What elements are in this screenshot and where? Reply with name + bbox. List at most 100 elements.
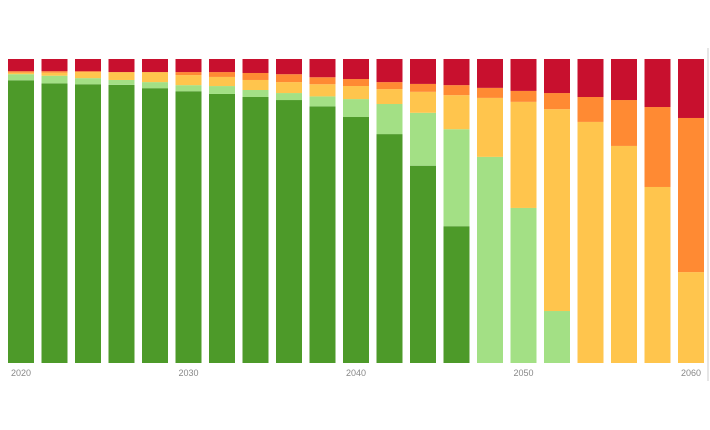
bar-segment-2022-s4: [41, 59, 68, 72]
bar-segment-2038-s4: [309, 59, 336, 78]
bar-segment-2052-s1: [544, 311, 570, 363]
x-tick-label: 2030: [178, 368, 198, 378]
bar-segment-2060-s3: [678, 117, 704, 273]
bar-segment-2028-s4: [142, 59, 168, 73]
bar-segment-2020-s1: [8, 74, 34, 81]
bar-segment-2028-s1: [142, 82, 168, 89]
bar-segment-2038-s2: [309, 84, 336, 97]
bar-segment-2036-s4: [276, 59, 302, 75]
bar-segment-2040-s0: [343, 117, 369, 363]
bar-segment-2044-s1: [410, 112, 436, 166]
bar-segment-2032-s3: [209, 72, 235, 77]
bar-segment-2036-s3: [276, 74, 302, 83]
bar-segment-2020-s4: [8, 59, 34, 72]
bar-segment-2034-s0: [242, 97, 269, 363]
bar-segment-2024-s1: [75, 78, 101, 85]
bar-segment-2042-s1: [376, 103, 403, 135]
bar-segment-2036-s0: [276, 100, 302, 363]
bar-segment-2044-s2: [410, 91, 436, 113]
bar-segment-2054-s4: [577, 59, 604, 97]
bar-segment-2032-s0: [209, 93, 235, 364]
x-axis-ticks: 2020 2030 2040 2050 2060: [11, 368, 701, 378]
bar-segment-2032-s4: [209, 59, 235, 73]
bar-segment-2056-s3: [611, 100, 637, 146]
bar-segment-2060-s2: [678, 272, 704, 363]
bar-segment-2020-s3: [8, 71, 34, 73]
bar-segment-2050-s2: [510, 101, 537, 208]
bar-segment-2038-s1: [309, 96, 336, 107]
bar-segment-2054-s2: [577, 121, 604, 363]
bar-segment-2046-s1: [443, 129, 470, 227]
bar-segment-2048-s1: [477, 156, 503, 363]
bar-segment-2022-s2: [41, 72, 68, 76]
bar-segment-2034-s3: [242, 72, 269, 80]
bar-segment-2040-s4: [343, 59, 369, 80]
bar-segment-2026-s2: [108, 72, 135, 80]
bar-segment-2044-s3: [410, 83, 436, 92]
bar-segment-2026-s1: [108, 79, 135, 85]
bar-segment-2030-s2: [175, 75, 202, 86]
bar-segment-2038-s0: [309, 106, 336, 363]
bar-segment-2022-s1: [41, 75, 68, 84]
bars-group: [8, 59, 704, 364]
bar-segment-2024-s3: [75, 71, 101, 73]
x-tick-label: 2050: [513, 368, 533, 378]
bar-segment-2042-s2: [376, 89, 403, 104]
bar-segment-2046-s4: [443, 59, 470, 86]
bar-segment-2028-s2: [142, 72, 168, 83]
bar-segment-2046-s3: [443, 85, 470, 96]
bar-segment-2028-s0: [142, 88, 168, 364]
x-tick-label: 2040: [346, 368, 366, 378]
bar-segment-2024-s2: [75, 72, 101, 79]
bar-segment-2042-s3: [376, 82, 403, 90]
bar-segment-2024-s0: [75, 84, 101, 364]
bar-segment-2040-s1: [343, 99, 369, 118]
bar-segment-2044-s0: [410, 165, 436, 363]
bar-segment-2042-s0: [376, 134, 403, 363]
bar-segment-2030-s1: [175, 85, 202, 92]
bar-segment-2022-s3: [41, 71, 68, 73]
bar-segment-2042-s4: [376, 59, 403, 83]
bar-segment-2038-s3: [309, 77, 336, 85]
bar-segment-2034-s4: [242, 59, 269, 73]
bar-segment-2020-s0: [8, 80, 34, 363]
x-tick-label: 2020: [11, 368, 31, 378]
bar-segment-2050-s1: [510, 207, 537, 363]
bar-segment-2044-s4: [410, 59, 436, 84]
bar-segment-2058-s3: [644, 107, 671, 187]
bar-segment-2054-s3: [577, 97, 604, 122]
bar-segment-2030-s3: [175, 72, 202, 76]
bar-segment-2052-s2: [544, 109, 570, 312]
bar-segment-2048-s2: [477, 97, 503, 157]
bar-segment-2058-s4: [644, 59, 671, 108]
bar-segment-2032-s2: [209, 76, 235, 87]
bar-segment-2058-s2: [644, 186, 671, 363]
bar-segment-2052-s4: [544, 59, 570, 94]
bar-segment-2034-s1: [242, 90, 269, 97]
bar-segment-2050-s3: [510, 90, 537, 102]
bar-segment-2026-s4: [108, 59, 135, 73]
bar-segment-2034-s2: [242, 79, 269, 91]
bar-segment-2048-s3: [477, 87, 503, 98]
bar-segment-2030-s0: [175, 91, 202, 363]
bar-segment-2056-s2: [611, 145, 637, 363]
bar-segment-2036-s2: [276, 82, 302, 94]
bar-segment-2056-s4: [611, 59, 637, 101]
bar-segment-2046-s0: [443, 226, 470, 363]
bar-segment-2046-s2: [443, 95, 470, 130]
bar-segment-2032-s1: [209, 86, 235, 94]
bar-segment-2048-s4: [477, 59, 503, 88]
bar-segment-2060-s4: [678, 59, 704, 118]
x-tick-label: 2060: [681, 368, 701, 378]
bar-segment-2040-s2: [343, 86, 369, 100]
bar-segment-2030-s4: [175, 59, 202, 73]
bar-segment-2024-s4: [75, 59, 101, 72]
bar-segment-2026-s0: [108, 84, 135, 363]
bar-segment-2036-s1: [276, 93, 302, 101]
bar-segment-2052-s3: [544, 93, 570, 110]
bar-segment-2040-s3: [343, 79, 369, 87]
bar-segment-2020-s2: [8, 72, 34, 75]
bar-segment-2022-s0: [41, 83, 68, 363]
bar-segment-2050-s4: [510, 59, 537, 91]
